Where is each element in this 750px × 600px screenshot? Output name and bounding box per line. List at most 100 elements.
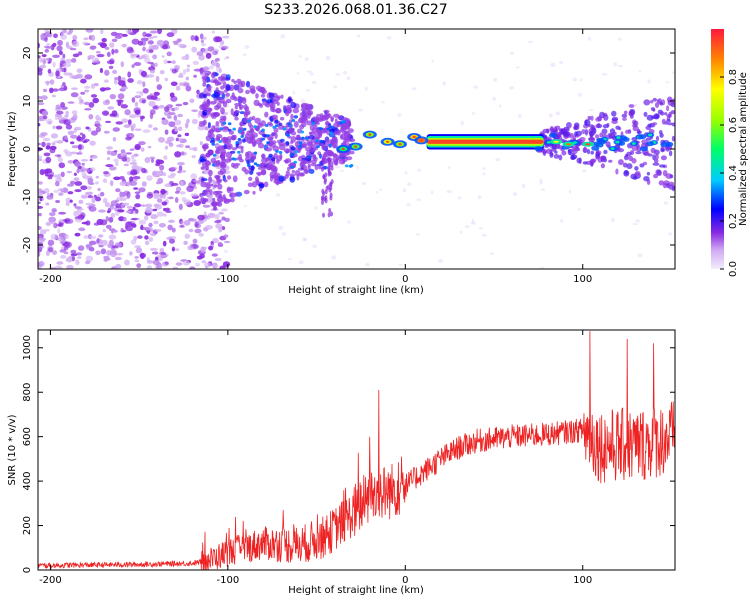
spectrogram-cell bbox=[564, 131, 570, 138]
spectrogram-cell bbox=[460, 121, 464, 126]
spectrogram-cell bbox=[259, 103, 263, 108]
spectrogram-cell bbox=[265, 147, 273, 152]
spectrogram-cell bbox=[341, 147, 345, 151]
spectrogram-cell bbox=[242, 138, 246, 143]
spectrogram-cell bbox=[129, 114, 137, 119]
spectrogram-cell bbox=[333, 85, 338, 89]
spectrogram-cell bbox=[70, 249, 77, 254]
spectrogram-cell bbox=[74, 126, 82, 131]
spectrogram-cell bbox=[212, 190, 219, 196]
spectrogram-cell bbox=[149, 69, 155, 74]
spectrogram-cell bbox=[448, 165, 451, 170]
spectrogram-cell bbox=[660, 111, 665, 116]
spectrogram-cell bbox=[280, 94, 284, 99]
spectrogram-cell bbox=[404, 171, 408, 175]
spectrogram-cell bbox=[230, 135, 236, 141]
spectrogram-cell bbox=[457, 196, 462, 200]
spectrogram-cell bbox=[470, 221, 476, 225]
spectrogram-cell bbox=[202, 204, 211, 208]
spectrogram-cell bbox=[328, 151, 334, 155]
spectrogram-cell bbox=[45, 145, 51, 150]
spectrogram-cell bbox=[51, 94, 57, 98]
spectrogram-cell bbox=[100, 29, 104, 34]
spectrogram-cell bbox=[587, 36, 592, 41]
spectrogram-cell bbox=[38, 225, 42, 230]
spectrogram-cell bbox=[303, 238, 307, 241]
spectrogram-cell bbox=[38, 205, 44, 209]
spectrogram-cell bbox=[84, 108, 92, 111]
spectrogram-cell bbox=[589, 130, 594, 138]
spectrogram-cell bbox=[212, 237, 219, 244]
spectrogram-cell bbox=[666, 114, 672, 117]
spectrogram-cell bbox=[214, 57, 220, 62]
spectrogram-cell bbox=[131, 159, 137, 163]
spectrogram-cell bbox=[67, 160, 74, 164]
spectrogram-cell bbox=[540, 266, 544, 269]
spectrogram-cell bbox=[71, 87, 78, 90]
spectrogram-cell bbox=[515, 66, 520, 69]
spectrogram-cell bbox=[344, 137, 349, 142]
spectrogram-cell bbox=[647, 79, 651, 84]
spectrogram-cell bbox=[217, 196, 224, 203]
spectrogram-cell bbox=[296, 72, 300, 75]
spectrogram-cell bbox=[175, 262, 183, 266]
spectrogram-cell bbox=[207, 46, 215, 52]
spectrogram-cell bbox=[173, 114, 178, 121]
spectrogram-cell bbox=[300, 98, 306, 104]
spectrogram-cell bbox=[301, 136, 305, 140]
spectrogram-cell bbox=[88, 235, 97, 240]
spectrogram-cell bbox=[178, 137, 183, 142]
spectrogram-cell bbox=[47, 68, 52, 74]
spectrogram-cell bbox=[152, 35, 158, 39]
spectrogram-cell bbox=[212, 262, 218, 269]
spectrogram-cell bbox=[201, 75, 207, 80]
spectrogram-cell bbox=[132, 176, 141, 180]
spectrogram-cell bbox=[234, 102, 242, 107]
spectrogram-cell bbox=[583, 146, 587, 153]
spectrogram-cell bbox=[104, 69, 110, 76]
spectrogram-cell bbox=[222, 126, 230, 130]
spectrogram-cell bbox=[354, 145, 358, 148]
spectrogram-cell bbox=[142, 88, 149, 94]
spectrogram-cell bbox=[610, 217, 615, 223]
spectrogram-cell bbox=[162, 172, 167, 177]
spectrogram-cell bbox=[158, 223, 166, 228]
spectrogram-cell bbox=[112, 229, 118, 233]
spectrogram-cell bbox=[493, 77, 498, 82]
spectrogram-cell bbox=[255, 93, 259, 99]
spectrogram-cell bbox=[153, 91, 160, 96]
spectrogram-cell bbox=[69, 199, 73, 203]
spectrogram-cell bbox=[49, 87, 54, 94]
spectrogram-cell bbox=[154, 203, 163, 210]
spectrogram-cell bbox=[112, 127, 121, 132]
spectrogram-cell bbox=[100, 248, 107, 255]
spectrogram-cell bbox=[75, 259, 80, 266]
spectrogram-cell bbox=[650, 100, 654, 104]
spectrogram-cell bbox=[261, 133, 268, 138]
spectrogram-cell bbox=[185, 145, 191, 149]
spectrogram-cell bbox=[121, 33, 128, 37]
spectrogram-cell bbox=[38, 96, 43, 100]
spectrogram-cell bbox=[291, 170, 296, 173]
spectrogram-cell bbox=[57, 236, 65, 242]
spectrogram-cell bbox=[229, 150, 236, 154]
spectrogram-cell bbox=[223, 234, 229, 238]
spectrogram-cell bbox=[301, 143, 308, 147]
spectrogram-cell bbox=[247, 182, 253, 188]
spectrogram-cell bbox=[211, 163, 216, 167]
snr-x-tick-label: 100 bbox=[573, 575, 592, 586]
spectrogram-cell bbox=[112, 69, 118, 74]
spectrogram-cell bbox=[658, 180, 665, 186]
spectrogram-cell bbox=[71, 145, 79, 149]
spectrogram-cell bbox=[241, 97, 247, 105]
spectrogram-cell bbox=[232, 127, 236, 131]
spectrogram-cell bbox=[149, 49, 154, 53]
spectrogram-cell bbox=[301, 116, 307, 122]
spectrogram-cell bbox=[248, 176, 253, 181]
spectrogram-cell bbox=[312, 116, 317, 121]
spectrogram-cell bbox=[667, 122, 673, 126]
spectrogram-cell bbox=[124, 225, 128, 229]
spectrogram-cell bbox=[155, 75, 160, 83]
spectrogram-cell bbox=[663, 201, 669, 205]
spectrogram-cell bbox=[238, 129, 242, 133]
